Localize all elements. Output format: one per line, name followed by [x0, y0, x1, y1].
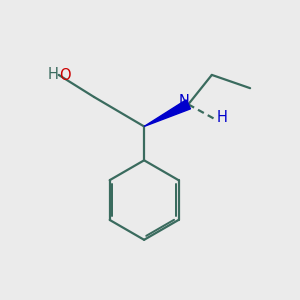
- Text: O: O: [59, 68, 71, 83]
- Text: H: H: [216, 110, 227, 125]
- Text: N: N: [178, 94, 189, 109]
- Polygon shape: [144, 100, 190, 126]
- Text: H: H: [48, 68, 59, 82]
